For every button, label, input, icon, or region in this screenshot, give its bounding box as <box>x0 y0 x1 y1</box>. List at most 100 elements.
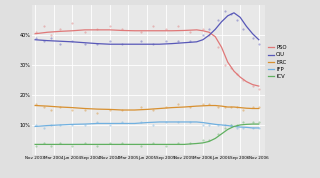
PSO <box>232 70 236 72</box>
CiU <box>220 21 223 23</box>
ERC <box>220 105 223 107</box>
CiU <box>232 12 236 14</box>
Point <box>95 145 100 147</box>
Point <box>57 106 62 108</box>
Point <box>256 88 261 90</box>
Point <box>175 103 180 105</box>
Legend: PSO, CiU, ERC, IFP, ICV: PSO, CiU, ERC, IFP, ICV <box>268 45 287 79</box>
Point <box>222 124 227 126</box>
IFP <box>238 126 242 128</box>
Point <box>120 28 125 31</box>
ERC <box>232 106 236 108</box>
Point <box>48 109 53 111</box>
Point <box>138 145 143 147</box>
ICV <box>46 143 50 145</box>
Point <box>120 142 125 144</box>
Point <box>206 138 212 141</box>
ICV <box>70 143 74 145</box>
ICV <box>145 143 149 145</box>
ICV <box>226 128 230 130</box>
Point <box>256 127 261 129</box>
Point <box>222 64 227 67</box>
IFP <box>170 121 174 123</box>
Point <box>151 25 156 28</box>
ICV <box>220 133 223 135</box>
PSO <box>33 33 37 35</box>
Point <box>235 73 240 75</box>
Point <box>235 124 240 126</box>
PSO <box>157 30 161 32</box>
ERC <box>251 108 254 110</box>
IFP <box>244 126 248 128</box>
Point <box>42 25 47 28</box>
Point <box>107 40 112 43</box>
Point <box>200 34 205 37</box>
CiU <box>195 41 199 43</box>
ERC <box>244 107 248 109</box>
Point <box>250 37 255 40</box>
Point <box>256 106 261 108</box>
Point <box>107 25 112 28</box>
Point <box>57 43 62 46</box>
ICV <box>83 143 87 145</box>
Point <box>188 121 193 123</box>
Point <box>188 142 193 144</box>
ICV <box>213 137 217 140</box>
PSO <box>145 30 149 32</box>
Point <box>138 40 143 43</box>
Point <box>42 106 47 108</box>
CiU <box>58 40 62 42</box>
ERC <box>145 108 149 111</box>
Point <box>241 121 246 123</box>
IFP <box>83 123 87 125</box>
PSO <box>108 29 112 31</box>
Point <box>188 106 193 108</box>
IFP <box>213 123 217 125</box>
CiU <box>170 43 174 45</box>
CiU <box>46 40 50 42</box>
Point <box>70 109 75 111</box>
PSO <box>226 61 230 63</box>
ERC <box>170 107 174 109</box>
ERC <box>182 106 186 108</box>
Point <box>216 132 221 135</box>
Point <box>42 127 47 129</box>
Point <box>222 10 227 13</box>
Point <box>206 28 212 31</box>
ERC <box>46 105 50 107</box>
Point <box>120 109 125 111</box>
IFP <box>95 122 99 125</box>
CiU <box>238 16 242 18</box>
PSO <box>120 29 124 32</box>
Point <box>107 142 112 144</box>
Point <box>151 142 156 144</box>
ERC <box>95 108 99 110</box>
Point <box>34 103 39 105</box>
Point <box>228 106 233 108</box>
IFP <box>46 124 50 127</box>
ICV <box>95 143 99 145</box>
ERC <box>83 108 87 110</box>
Point <box>163 121 168 123</box>
Point <box>34 145 39 147</box>
Point <box>120 121 125 123</box>
CiU <box>83 42 87 44</box>
Point <box>200 103 205 105</box>
Point <box>107 109 112 111</box>
CiU <box>251 33 254 35</box>
PSO <box>132 30 136 32</box>
Point <box>206 34 212 37</box>
Point <box>151 109 156 111</box>
Point <box>95 43 100 46</box>
IFP <box>182 121 186 123</box>
ICV <box>182 143 186 145</box>
Point <box>216 19 221 22</box>
ERC <box>33 104 37 107</box>
IFP <box>220 124 223 126</box>
Point <box>82 109 87 111</box>
ERC <box>108 108 112 111</box>
IFP <box>257 127 261 129</box>
Point <box>70 40 75 43</box>
Point <box>48 124 53 126</box>
Point <box>175 40 180 43</box>
